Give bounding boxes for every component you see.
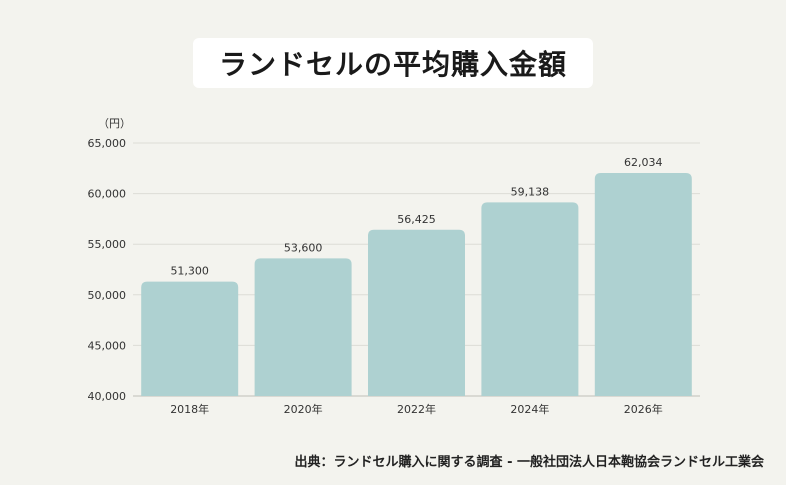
x-tick-label: 2026年 [624, 402, 663, 416]
y-tick-label: 60,000 [88, 188, 127, 201]
chart-title-box: ランドセルの平均購入金額 [193, 38, 593, 88]
x-tick-label: 2022年 [397, 402, 436, 416]
data-labels: 51,300 53,600 56,425 59,138 62,034 [170, 156, 662, 278]
y-tick-label: 50,000 [88, 289, 127, 302]
x-tick-label: 2018年 [170, 402, 209, 416]
x-tick-label: 2020年 [284, 402, 323, 416]
bar [141, 281, 239, 396]
x-axis-labels: 2018年 2020年 2022年 2024年 2026年 [170, 402, 663, 416]
bar [254, 258, 352, 396]
bar [594, 173, 692, 396]
y-tick-label: 65,000 [88, 137, 127, 150]
y-tick-label: 40,000 [88, 390, 127, 403]
bar [368, 229, 465, 396]
bar-chart: 40,000 45,000 50,000 55,000 60,000 65,000 201… [88, 117, 700, 416]
x-tick-label: 2024年 [510, 402, 549, 416]
data-label: 59,138 [511, 185, 550, 198]
y-tick-label: 45,000 [88, 339, 127, 352]
y-axis-labels: 40,000 45,000 50,000 55,000 60,000 65,000 [88, 137, 127, 403]
data-label: 51,300 [170, 265, 209, 278]
data-label: 62,034 [624, 156, 663, 169]
chart-title: ランドセルの平均購入金額 [218, 48, 567, 81]
y-axis-unit-label: （円） [98, 117, 131, 130]
source-note: 出典：ランドセル購入に関する調査 - 一般社団法人日本鞄協会ランドセル工業会 [294, 455, 764, 470]
bar [481, 202, 579, 396]
y-tick-label: 55,000 [88, 238, 127, 251]
bars [141, 173, 692, 396]
data-label: 56,425 [397, 213, 436, 226]
data-label: 53,600 [284, 241, 323, 254]
